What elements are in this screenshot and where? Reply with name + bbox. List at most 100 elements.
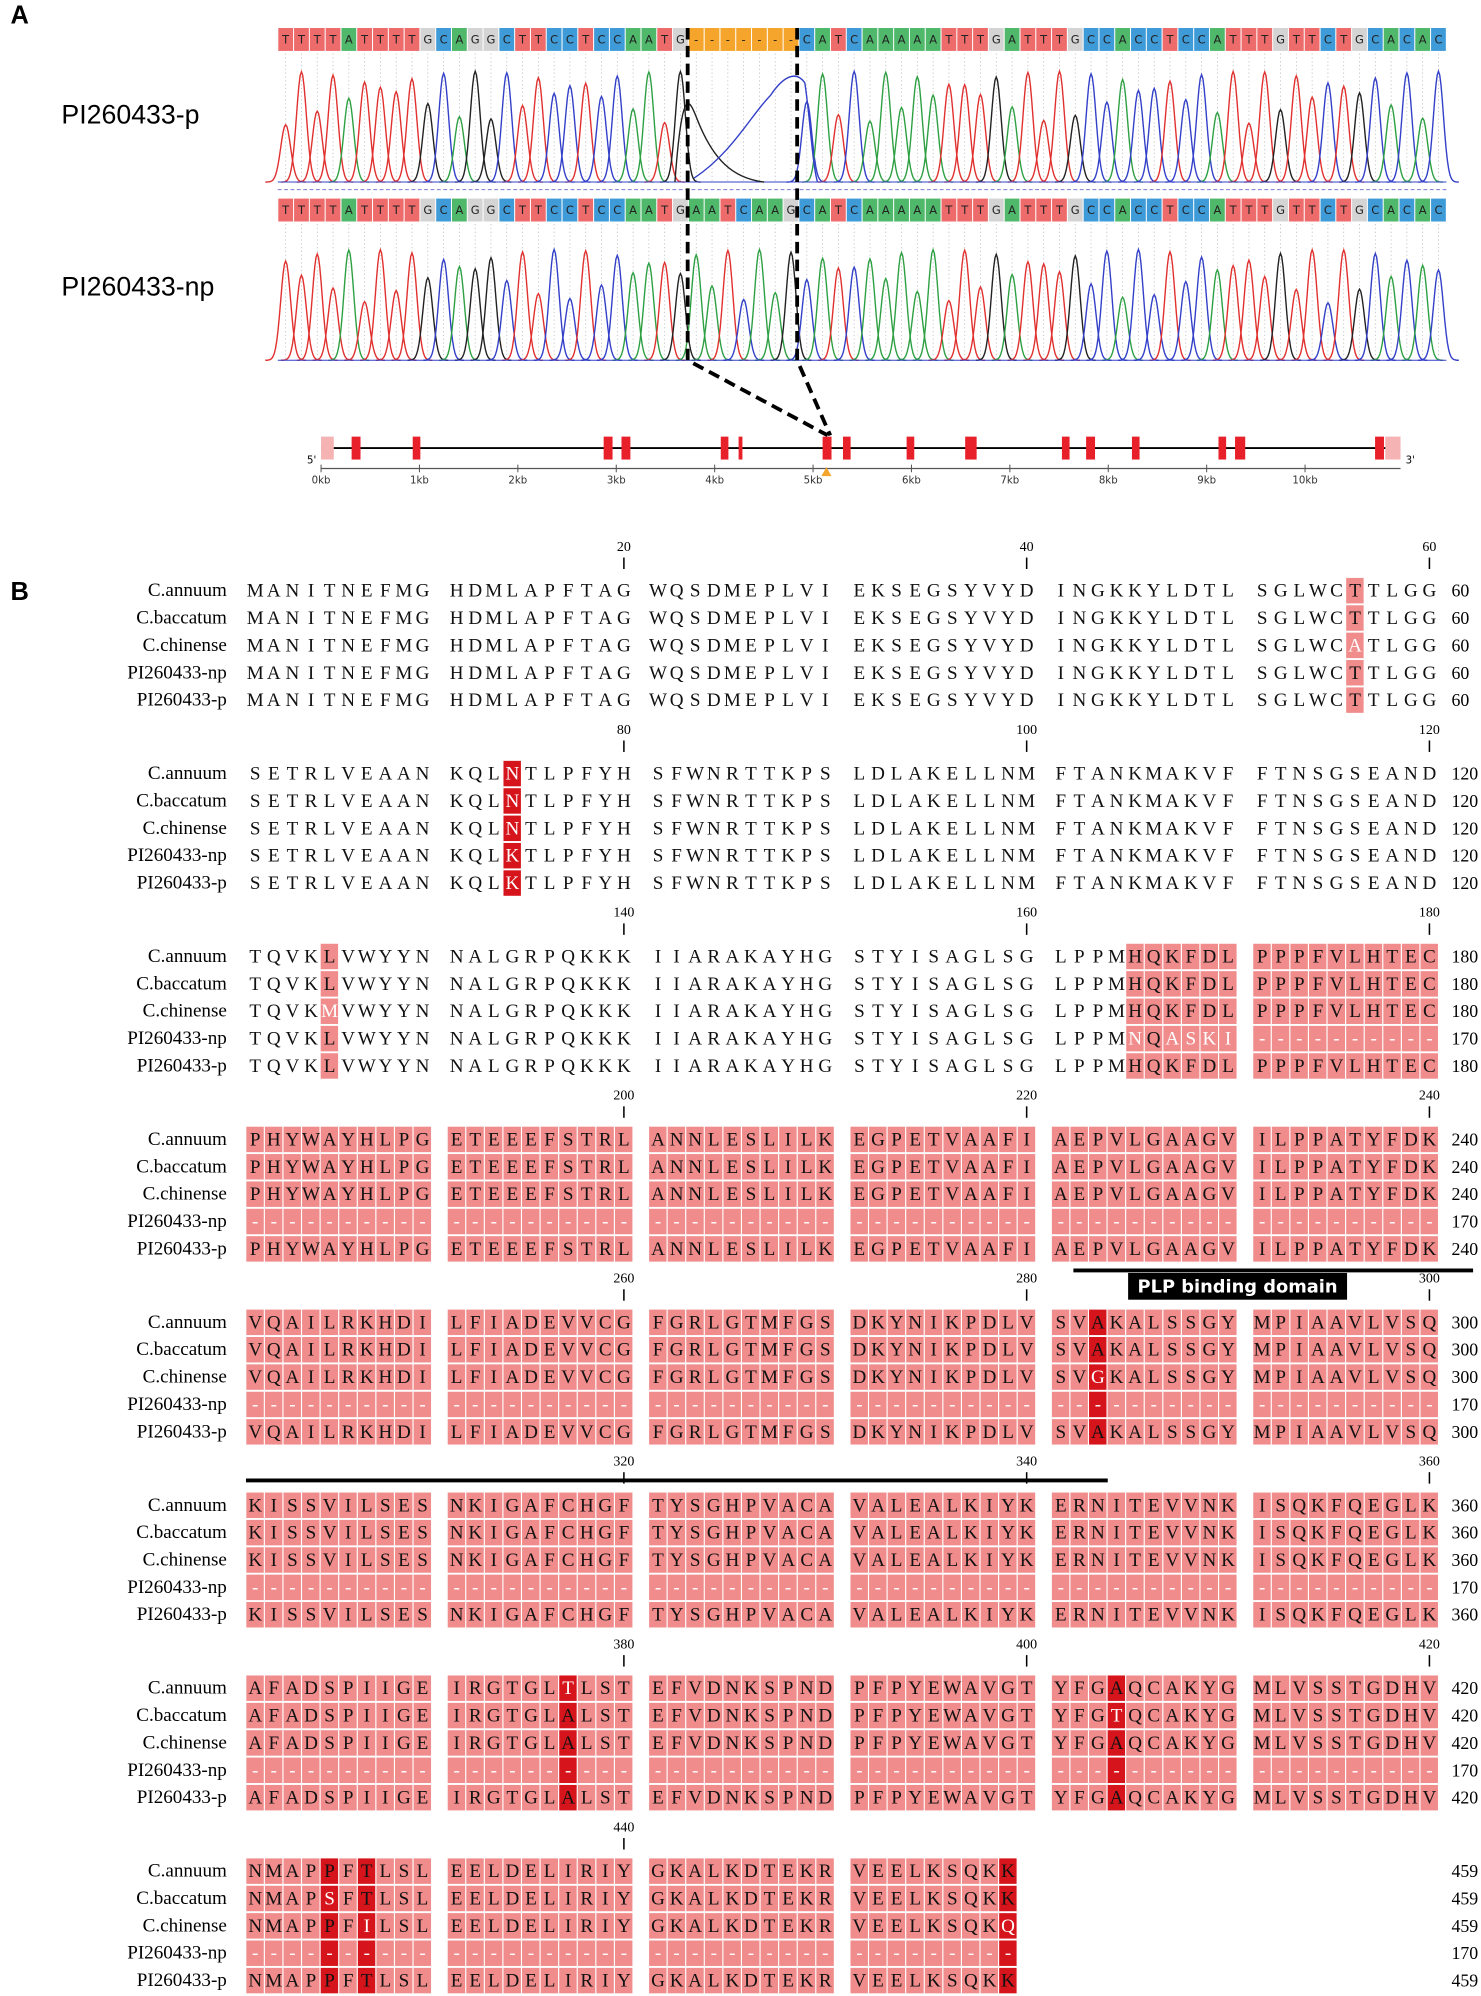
trace-peak bbox=[912, 247, 954, 361]
residue: - bbox=[711, 1760, 717, 1781]
residue: H bbox=[617, 818, 631, 839]
residue: G bbox=[617, 635, 631, 656]
residue: K bbox=[450, 818, 464, 839]
residue: M bbox=[485, 635, 502, 656]
residue: R bbox=[726, 790, 739, 811]
residue: P bbox=[801, 845, 812, 866]
residue: S bbox=[1350, 845, 1361, 866]
trace-peak bbox=[912, 93, 954, 183]
residue: I bbox=[1023, 1184, 1029, 1205]
residue: E bbox=[398, 1604, 410, 1625]
residue: P bbox=[1093, 1156, 1104, 1177]
residue: L bbox=[1222, 580, 1234, 601]
trace-peak bbox=[1212, 263, 1254, 361]
residue: C bbox=[1147, 1705, 1160, 1726]
residue: A bbox=[692, 203, 700, 217]
residue: G bbox=[725, 1312, 739, 1333]
residue: T bbox=[618, 1678, 630, 1699]
row-end: 360 bbox=[1451, 1495, 1478, 1515]
residue: F bbox=[653, 1367, 664, 1388]
residue: F bbox=[1074, 1732, 1085, 1753]
residue: - bbox=[912, 1211, 918, 1232]
residue: A bbox=[1330, 1156, 1344, 1177]
residue: P bbox=[1093, 1055, 1104, 1076]
residue: A bbox=[818, 1522, 832, 1543]
residue: E bbox=[1055, 1495, 1067, 1516]
residue: V bbox=[800, 690, 814, 711]
residue: L bbox=[544, 790, 556, 811]
residue: T bbox=[1368, 690, 1380, 711]
residue: Y bbox=[378, 973, 392, 994]
residue: S bbox=[820, 845, 831, 866]
ruler-label: 280 bbox=[1016, 1272, 1037, 1287]
residue: A bbox=[1091, 873, 1105, 894]
residue: E bbox=[507, 1156, 519, 1177]
base-box bbox=[657, 198, 673, 222]
residue: K bbox=[927, 790, 941, 811]
residue: M bbox=[265, 1915, 282, 1936]
residue: - bbox=[893, 1577, 899, 1598]
residue: E bbox=[525, 1184, 537, 1205]
residue: G bbox=[1203, 1339, 1217, 1360]
residue: N bbox=[725, 1678, 739, 1699]
trace-peak bbox=[1133, 86, 1175, 183]
trace-peak bbox=[612, 107, 654, 183]
residue: S bbox=[1275, 1522, 1286, 1543]
residue: F bbox=[544, 1522, 555, 1543]
residue: Q bbox=[267, 1367, 281, 1388]
residue: C bbox=[1330, 580, 1343, 601]
residue: F bbox=[1313, 973, 1324, 994]
residue: T bbox=[1368, 580, 1380, 601]
residue: S bbox=[1003, 1028, 1014, 1049]
trace-peak bbox=[1007, 70, 1049, 183]
residue-cell bbox=[246, 1154, 264, 1180]
residue: G bbox=[1404, 580, 1418, 601]
residue: I bbox=[419, 1421, 425, 1442]
residue: S bbox=[399, 1888, 410, 1909]
residue: R bbox=[580, 1888, 593, 1909]
residue: Y bbox=[890, 973, 904, 994]
sequence-name: PI260433-p bbox=[137, 1238, 227, 1259]
residue: W bbox=[686, 763, 704, 784]
residue: P bbox=[1313, 1129, 1324, 1150]
residue: V bbox=[1292, 1705, 1306, 1726]
residue: G bbox=[1423, 690, 1437, 711]
residue: K bbox=[1423, 1495, 1437, 1516]
trace-peak bbox=[1070, 71, 1112, 183]
residue: K bbox=[1423, 1129, 1437, 1150]
sequence-name: C.annuum bbox=[148, 763, 227, 784]
base-box bbox=[767, 198, 783, 222]
residue: E bbox=[1074, 1184, 1086, 1205]
residue: D bbox=[505, 1888, 519, 1909]
residue: F bbox=[671, 1787, 682, 1808]
residue: N bbox=[416, 873, 430, 894]
base-box bbox=[546, 198, 562, 222]
residue: S bbox=[563, 1184, 574, 1205]
residue: - bbox=[893, 1760, 899, 1781]
trace-peak bbox=[549, 83, 591, 183]
residue: L bbox=[1129, 1156, 1141, 1177]
residue: S bbox=[764, 1678, 775, 1699]
residue: W bbox=[649, 635, 667, 656]
residue: V bbox=[341, 845, 355, 866]
base-box bbox=[594, 28, 609, 51]
residue: V bbox=[1072, 1421, 1086, 1442]
residue: G bbox=[524, 1787, 538, 1808]
residue: A bbox=[286, 1367, 300, 1388]
residue: - bbox=[1095, 1760, 1101, 1781]
residue: V bbox=[1203, 790, 1217, 811]
residue: F bbox=[1223, 845, 1234, 866]
residue: Y bbox=[378, 946, 392, 967]
residue: Y bbox=[908, 1678, 922, 1699]
residue: S bbox=[287, 1604, 298, 1625]
residue: C bbox=[1324, 203, 1332, 217]
residue: T bbox=[1349, 1129, 1361, 1150]
residue: T bbox=[376, 32, 385, 46]
residue: E bbox=[727, 1156, 739, 1177]
